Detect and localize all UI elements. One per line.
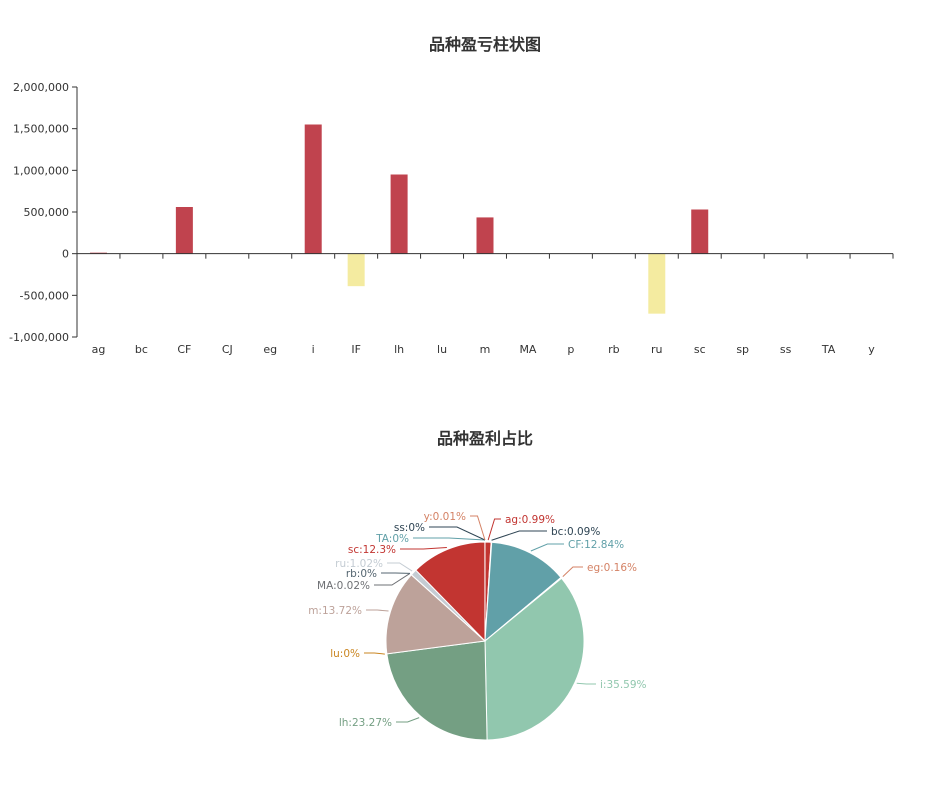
bar-ru[interactable] [648, 253, 666, 314]
x-tick-label: ag [92, 343, 106, 356]
x-tick-label: y [868, 343, 875, 356]
pie-slice-eg[interactable] [484, 576, 563, 642]
pie-leader-lh [396, 717, 420, 723]
pie-leader-MA [374, 573, 411, 586]
x-tick-label: m [480, 343, 491, 356]
pie-label-lu: lu:0% [330, 648, 360, 660]
bar-i[interactable] [304, 124, 322, 254]
pie-label-m: m:13.72% [308, 605, 362, 617]
x-tick-label: rb [608, 343, 620, 356]
pie-label-ss: ss:0% [394, 522, 425, 534]
x-tick-label: p [567, 343, 574, 356]
pie-slices [385, 541, 585, 741]
pie-leader-m [366, 609, 389, 612]
x-tick-label: CJ [222, 343, 233, 356]
bar-y-ticks: 2,000,000 1,500,000 1,000,000 500,000 0 -500,… [9, 81, 69, 344]
pie-leader-ss [429, 526, 486, 541]
pie-slice-CF[interactable] [484, 541, 562, 643]
pie-slice-i[interactable] [484, 577, 585, 741]
pie-slice-MA[interactable] [410, 574, 486, 642]
y-tick-label: 1,000,000 [13, 164, 69, 177]
pie-label-ru: ru:1.02% [335, 558, 383, 570]
bar-marks [89, 124, 881, 314]
bar-m[interactable] [476, 217, 494, 254]
pie-leader-ru [387, 562, 413, 572]
x-tick-label: ss [780, 343, 792, 356]
pie-label-y: y:0.01% [424, 511, 466, 523]
pie-slice-ru[interactable] [410, 569, 486, 642]
pie-label-sc: sc:12.3% [348, 544, 396, 556]
x-tick-label: lh [394, 343, 404, 356]
x-tick-label: sp [736, 343, 749, 356]
x-tick-label: sc [694, 343, 706, 356]
x-tick-label: ru [651, 343, 663, 356]
bar-IF[interactable] [347, 253, 365, 287]
y-tick-label: 0 [62, 248, 69, 261]
x-tick-label: CF [177, 343, 191, 356]
pie-leader-TA [413, 537, 485, 541]
pie-slice-lh[interactable] [386, 640, 488, 741]
x-tick-label: TA [821, 343, 836, 356]
x-tick-label: bc [135, 343, 148, 356]
pie-leader-ag [487, 518, 501, 541]
pie-label-rb: rb:0% [346, 568, 377, 580]
pie-label-i: i:35.59% [600, 679, 647, 691]
bar-CF[interactable] [175, 207, 193, 254]
pie-leader-y [470, 515, 486, 541]
bar-sc[interactable] [691, 209, 709, 254]
pie-label-TA: TA:0% [375, 533, 409, 545]
pie-label-lh: lh:23.27% [339, 717, 392, 729]
pie-leader-eg [562, 566, 583, 577]
x-tick-label: eg [263, 343, 277, 356]
pie-label-bc: bc:0.09% [551, 526, 600, 538]
x-tick-label: MA [519, 343, 536, 356]
pie-label-ag: ag:0.99% [505, 514, 555, 526]
pie-leader-i [576, 682, 596, 685]
x-tick-label: lu [437, 343, 447, 356]
pie-label-CF: CF:12.84% [568, 539, 624, 551]
pie-leader-bc [491, 530, 547, 541]
bar-lh[interactable] [390, 174, 408, 254]
pie-chart-title: 品种盈利占比 [437, 429, 533, 448]
y-tick-label: -500,000 [20, 289, 69, 302]
pie-slice-sc[interactable] [415, 541, 486, 643]
pie-slice-ag[interactable] [484, 541, 492, 642]
x-tick-label: IF [351, 343, 361, 356]
bar-chart-title: 品种盈亏柱状图 [429, 35, 541, 54]
y-tick-label: -1,000,000 [9, 331, 69, 344]
bar-chart: 品种盈亏柱状图 2,000,000 1,500,000 1,000,000 500,0… [9, 35, 894, 356]
y-tick-label: 1,500,000 [13, 123, 69, 136]
y-tick-label: 2,000,000 [13, 81, 69, 94]
pie-label-MA: MA:0.02% [317, 580, 370, 592]
y-tick-label: 500,000 [24, 206, 70, 219]
pie-leader-CF [530, 543, 564, 552]
x-tick-label: i [312, 343, 315, 356]
pie-slice-bc[interactable] [484, 541, 493, 642]
pie-leader-sc [400, 546, 447, 550]
pie-leader-lu [364, 652, 385, 655]
pie-slice-m[interactable] [385, 574, 487, 655]
pie-label-eg: eg:0.16% [587, 562, 637, 574]
pie-labels: ag:0.99%bc:0.09%CF:12.84% eg:0.16% i:35.59… [308, 511, 646, 729]
bar-axes [72, 86, 894, 338]
bar-x-labels: ag bc CF CJ eg i IF lh lu m MA p rb ru sc sp ss TA y [92, 343, 876, 356]
